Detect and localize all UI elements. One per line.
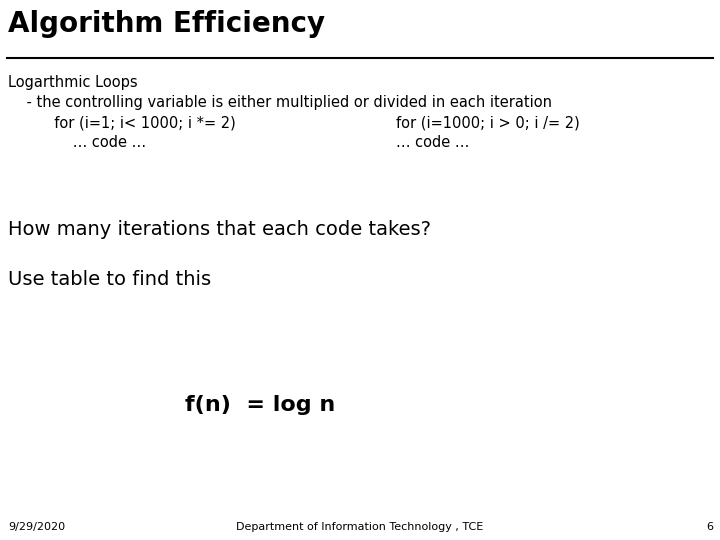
- Text: 6: 6: [706, 522, 713, 532]
- Text: 9/29/2020: 9/29/2020: [8, 522, 65, 532]
- Text: Logarthmic Loops: Logarthmic Loops: [8, 75, 138, 90]
- Text: … code …: … code …: [396, 135, 469, 150]
- Text: Department of Information Technology , TCE: Department of Information Technology , T…: [236, 522, 484, 532]
- Text: for (i=1000; i > 0; i /= 2): for (i=1000; i > 0; i /= 2): [396, 115, 580, 130]
- Text: Algorithm Efficiency: Algorithm Efficiency: [8, 10, 325, 38]
- Text: Use table to find this: Use table to find this: [8, 270, 211, 289]
- Text: for (i=1; i< 1000; i *= 2): for (i=1; i< 1000; i *= 2): [8, 115, 235, 130]
- Text: How many iterations that each code takes?: How many iterations that each code takes…: [8, 220, 431, 239]
- Text: - the controlling variable is either multiplied or divided in each iteration: - the controlling variable is either mul…: [8, 95, 552, 110]
- Text: … code …: … code …: [8, 135, 146, 150]
- Text: f(n)  = log n: f(n) = log n: [185, 395, 336, 415]
